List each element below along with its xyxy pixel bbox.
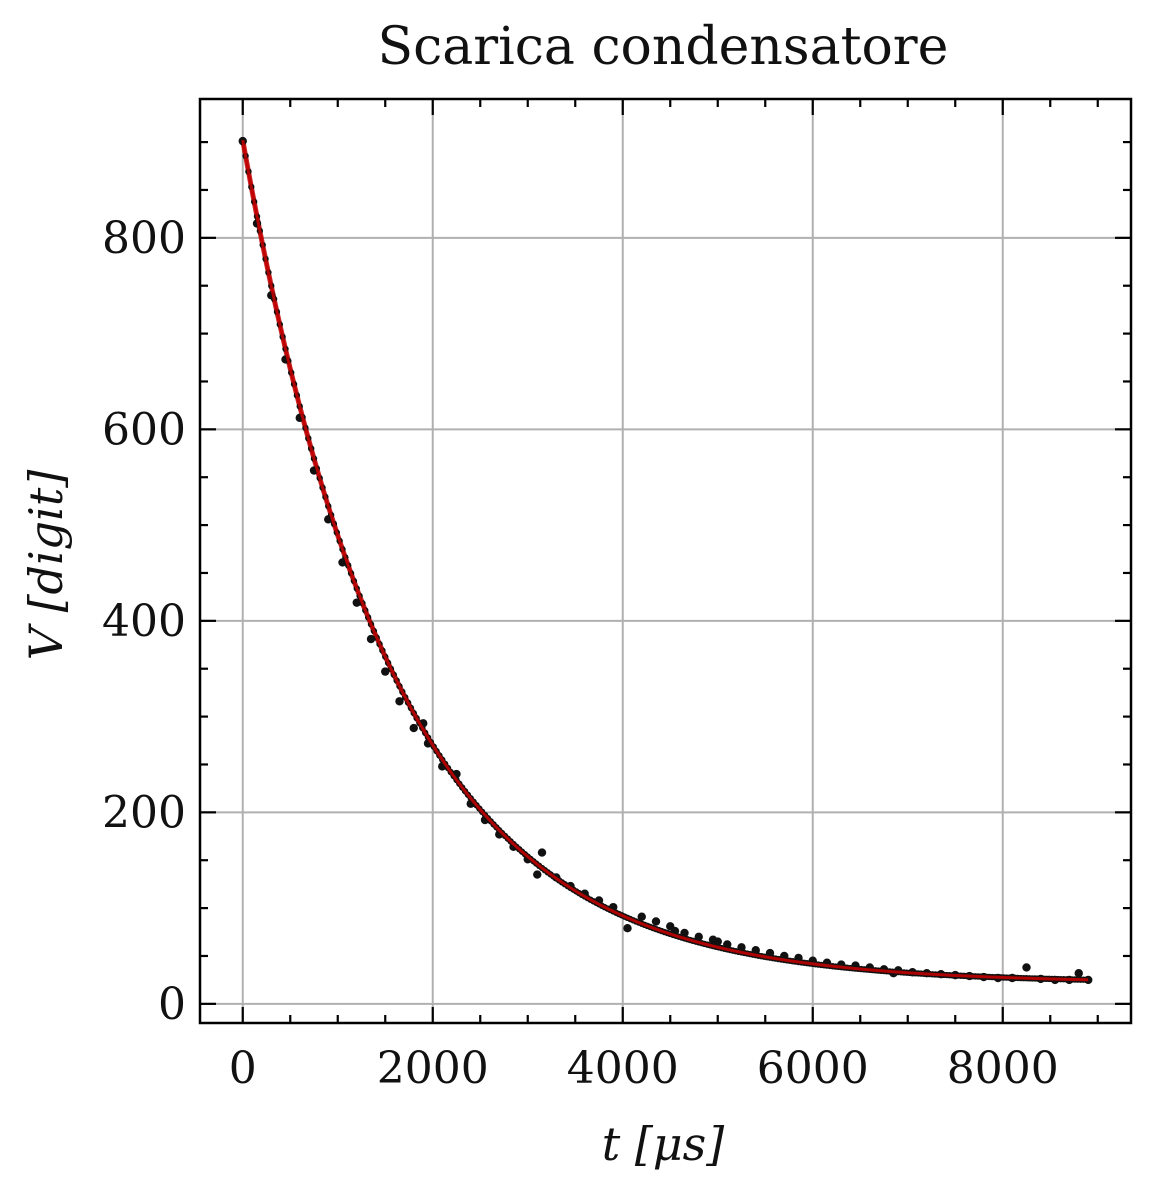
y-tick-label: 800 (102, 213, 186, 264)
data-point (366, 634, 376, 644)
data-point (1022, 963, 1031, 972)
x-axis-label: t [μs] (602, 1117, 725, 1171)
grid (200, 99, 1131, 1023)
data-point (751, 946, 760, 955)
data-point (723, 940, 732, 949)
data-point (670, 926, 680, 936)
x-tick-label: 6000 (757, 1043, 869, 1094)
y-tick-label: 200 (102, 787, 186, 838)
data-point (1074, 969, 1083, 978)
y-axis-label: V [digit] (19, 470, 73, 661)
y-tick-label: 0 (158, 979, 186, 1030)
data-point (694, 932, 703, 942)
ticks: 0 2000 4000 6000 8000 0 200 400 600 800 (102, 99, 1131, 1094)
data-point (680, 928, 689, 938)
x-tick-label: 4000 (567, 1043, 679, 1094)
data-point (1084, 975, 1093, 985)
plot-frame (198, 97, 1133, 1025)
data-point (395, 697, 404, 706)
data-point (338, 558, 347, 567)
data-point (533, 870, 542, 879)
data-point (623, 924, 632, 933)
data-point (737, 943, 746, 952)
plot-area (238, 136, 1093, 985)
fit-curve (240, 139, 1089, 983)
x-tick-label: 2000 (377, 1043, 489, 1094)
data-point (794, 953, 803, 963)
data-point (537, 848, 547, 857)
data-point (780, 951, 789, 961)
data-point (765, 948, 775, 958)
data-point (651, 917, 661, 926)
labels: Scarica condensatore t [μs] V [digit] (19, 17, 948, 1171)
fit-curve-overlay (241, 139, 1089, 982)
y-tick-label: 400 (102, 596, 186, 647)
data-point (713, 937, 722, 946)
data-point (352, 598, 361, 607)
chart-title: Scarica condensatore (378, 17, 949, 77)
x-tick-label: 0 (229, 1043, 257, 1094)
axes-frame (198, 97, 1133, 1025)
data-point (409, 723, 418, 733)
data-point (381, 667, 390, 676)
data-point (637, 912, 646, 921)
x-tick-label: 8000 (947, 1043, 1059, 1094)
y-tick-label: 600 (102, 404, 186, 455)
